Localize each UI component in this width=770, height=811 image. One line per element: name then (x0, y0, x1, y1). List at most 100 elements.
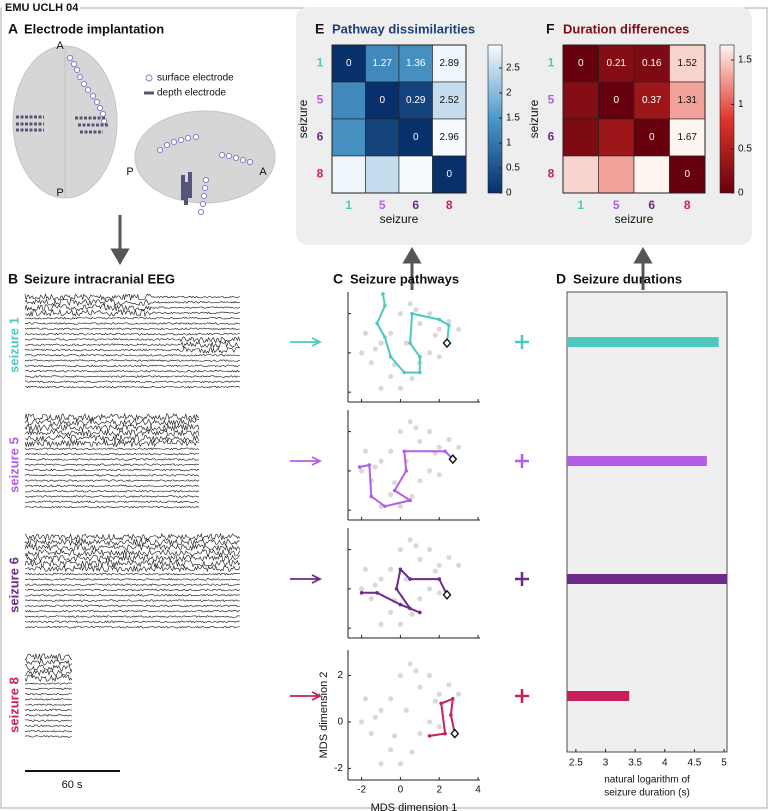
cell-label: 0.37 (642, 95, 662, 106)
background-point (436, 354, 442, 360)
eeg-trace (24, 620, 240, 624)
eeg-trace (24, 703, 72, 707)
background-point (417, 730, 423, 737)
pathway-line (361, 567, 448, 614)
surface-electrode (177, 136, 185, 144)
surface-electrode (96, 104, 104, 112)
background-point (417, 596, 423, 602)
pathway-point (437, 577, 442, 581)
x-tick-label: 1 (577, 198, 584, 212)
pathway-point (408, 577, 412, 581)
pathway-point (375, 591, 379, 595)
surface-electrode (232, 154, 240, 162)
x-tick-label: 0 (398, 785, 404, 796)
pathway-point (367, 463, 372, 467)
pathway-point (418, 355, 422, 359)
pathway-point (418, 610, 422, 615)
background-point (358, 350, 365, 356)
y-axis-label: seizure (296, 99, 310, 138)
eeg-trace (24, 719, 72, 722)
background-point (368, 596, 374, 602)
eeg-trace (24, 316, 240, 320)
heatmap-cell (331, 81, 366, 120)
surface-electrode (239, 156, 247, 164)
heatmap-cell (598, 155, 635, 194)
eeg-trace (24, 538, 240, 547)
x-tick-label: 5 (613, 198, 620, 212)
x-tick-label: 4.5 (687, 758, 701, 769)
eeg-trace (24, 500, 200, 504)
background-point (426, 311, 433, 317)
panel-letter: F (546, 21, 555, 37)
surface-electrode (200, 192, 208, 200)
x-tick-label: 6 (412, 198, 419, 212)
eeg-trace (24, 609, 240, 613)
eeg-trace (24, 298, 240, 307)
orientation-label: A (259, 166, 267, 178)
surface-electrode (84, 86, 92, 94)
eeg-trace (24, 423, 200, 432)
background-point (446, 682, 452, 688)
eeg-trace (24, 505, 200, 509)
background-point (378, 761, 384, 767)
plus-sign (515, 454, 529, 468)
background-point (413, 543, 419, 549)
background-point (388, 373, 394, 380)
background-point (426, 586, 433, 592)
cell-label: 0 (613, 95, 619, 106)
heatmap-cell (365, 118, 400, 157)
background-point (407, 301, 413, 307)
arrow (110, 215, 130, 265)
background-point (417, 556, 423, 563)
connector-arrow (290, 456, 323, 466)
background-point (378, 621, 384, 627)
pathway-point (437, 317, 442, 322)
x-tick-label: 5 (721, 758, 727, 769)
eeg-trace (24, 674, 73, 683)
heatmap-cell (331, 118, 366, 157)
surface-electrode (73, 66, 81, 74)
panel-letter: E (315, 21, 324, 37)
pathway-point (410, 311, 414, 316)
surface-electrode (163, 141, 171, 149)
eeg-trace (24, 489, 200, 493)
eeg-trace (24, 572, 240, 576)
background-point (407, 537, 413, 543)
seizure-label: seizure 6 (6, 557, 21, 613)
pathway-point (451, 696, 455, 701)
panel-title: Seizure intracranial EEG (24, 271, 175, 286)
x-axis-label: natural logarithm of (604, 775, 690, 786)
colorbar (719, 44, 735, 194)
plus-sign (515, 689, 529, 703)
background-point (426, 719, 433, 725)
eeg-trace (24, 658, 73, 666)
x-axis-label: seizure (615, 212, 654, 226)
background-point (397, 311, 404, 317)
background-point (432, 568, 438, 574)
background-point (456, 691, 462, 697)
figure-label: EMU UCLH 04 (5, 2, 79, 14)
background-point (372, 582, 378, 588)
surface-electrode (99, 110, 107, 118)
eeg-trace (24, 664, 73, 672)
eeg-trace (24, 468, 200, 472)
surface-electrode (246, 158, 254, 166)
heatmap-cell (398, 155, 433, 194)
eeg-trace (24, 708, 72, 712)
heatmap-cell (633, 155, 670, 194)
y-axis-label: seizure (527, 99, 541, 138)
colorbar-tick-label: 1.5 (506, 113, 520, 124)
eeg-trace (24, 458, 200, 461)
background-point (378, 385, 384, 391)
surface-electrode (202, 176, 210, 184)
legend-label: depth electrode (157, 88, 226, 99)
pathway-point (398, 567, 403, 572)
eeg-trace (24, 698, 72, 701)
y-axis-label: MDS dimension 2 (318, 672, 330, 759)
plus-sign (515, 335, 529, 349)
pathway-point (388, 355, 393, 359)
panel-title: Seizure pathways (350, 271, 459, 286)
eeg-trace (24, 484, 200, 488)
x-axis-label: seizure (380, 212, 419, 226)
x-tick-label: 4 (662, 758, 668, 769)
